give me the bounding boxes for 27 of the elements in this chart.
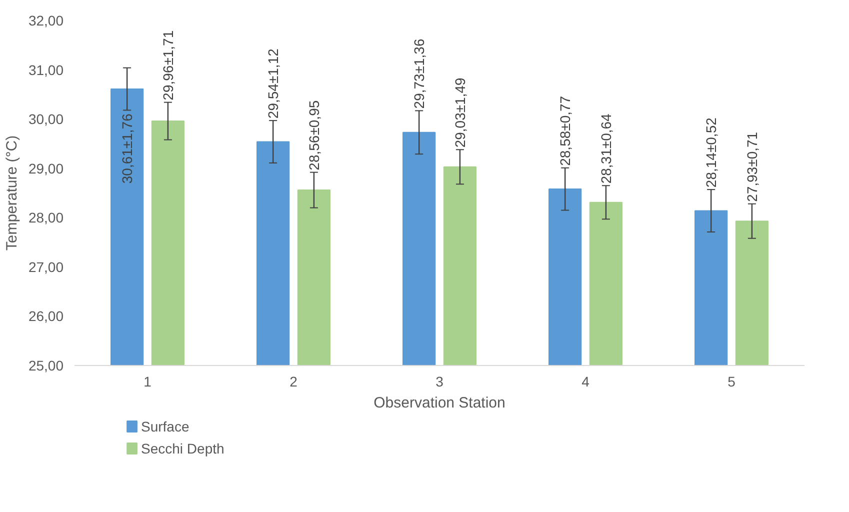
y-tick-label: 26,00 (28, 308, 64, 324)
data-label: 29,96±1,71 (160, 30, 176, 100)
x-tick-label: 2 (290, 374, 298, 390)
x-tick-label: 5 (728, 374, 736, 390)
y-tick-label: 29,00 (28, 160, 64, 176)
y-tick-label: 27,00 (28, 258, 64, 275)
data-label: 29,73±1,36 (411, 38, 428, 109)
legend-label: Secchi Depth (141, 440, 224, 456)
data-label: 29,03±1,49 (452, 77, 468, 148)
y-tick-label: 25,00 (28, 358, 64, 374)
y-tick-label: 32,00 (28, 12, 64, 28)
data-label: 28,14±0,52 (703, 117, 720, 188)
data-label: 28,58±0,77 (557, 96, 574, 166)
x-axis-title: Observation Station (374, 394, 506, 412)
y-tick-label: 28,00 (28, 210, 64, 226)
legend-label: Surface (141, 418, 190, 434)
x-tick-label: 3 (436, 374, 444, 390)
x-tick-label: 4 (582, 374, 590, 390)
y-axis-title: Temperature (°C) (3, 135, 20, 251)
data-label: 30,61±1,76 (119, 113, 136, 184)
y-tick-label: 31,00 (28, 62, 64, 78)
data-label: 27,93±0,71 (744, 132, 760, 202)
data-label: 28,56±0,95 (306, 100, 322, 170)
x-tick-label: 1 (144, 374, 152, 390)
data-label: 29,54±1,12 (265, 48, 282, 119)
y-tick-label: 30,00 (28, 111, 64, 128)
data-label: 28,31±0,64 (598, 113, 614, 184)
